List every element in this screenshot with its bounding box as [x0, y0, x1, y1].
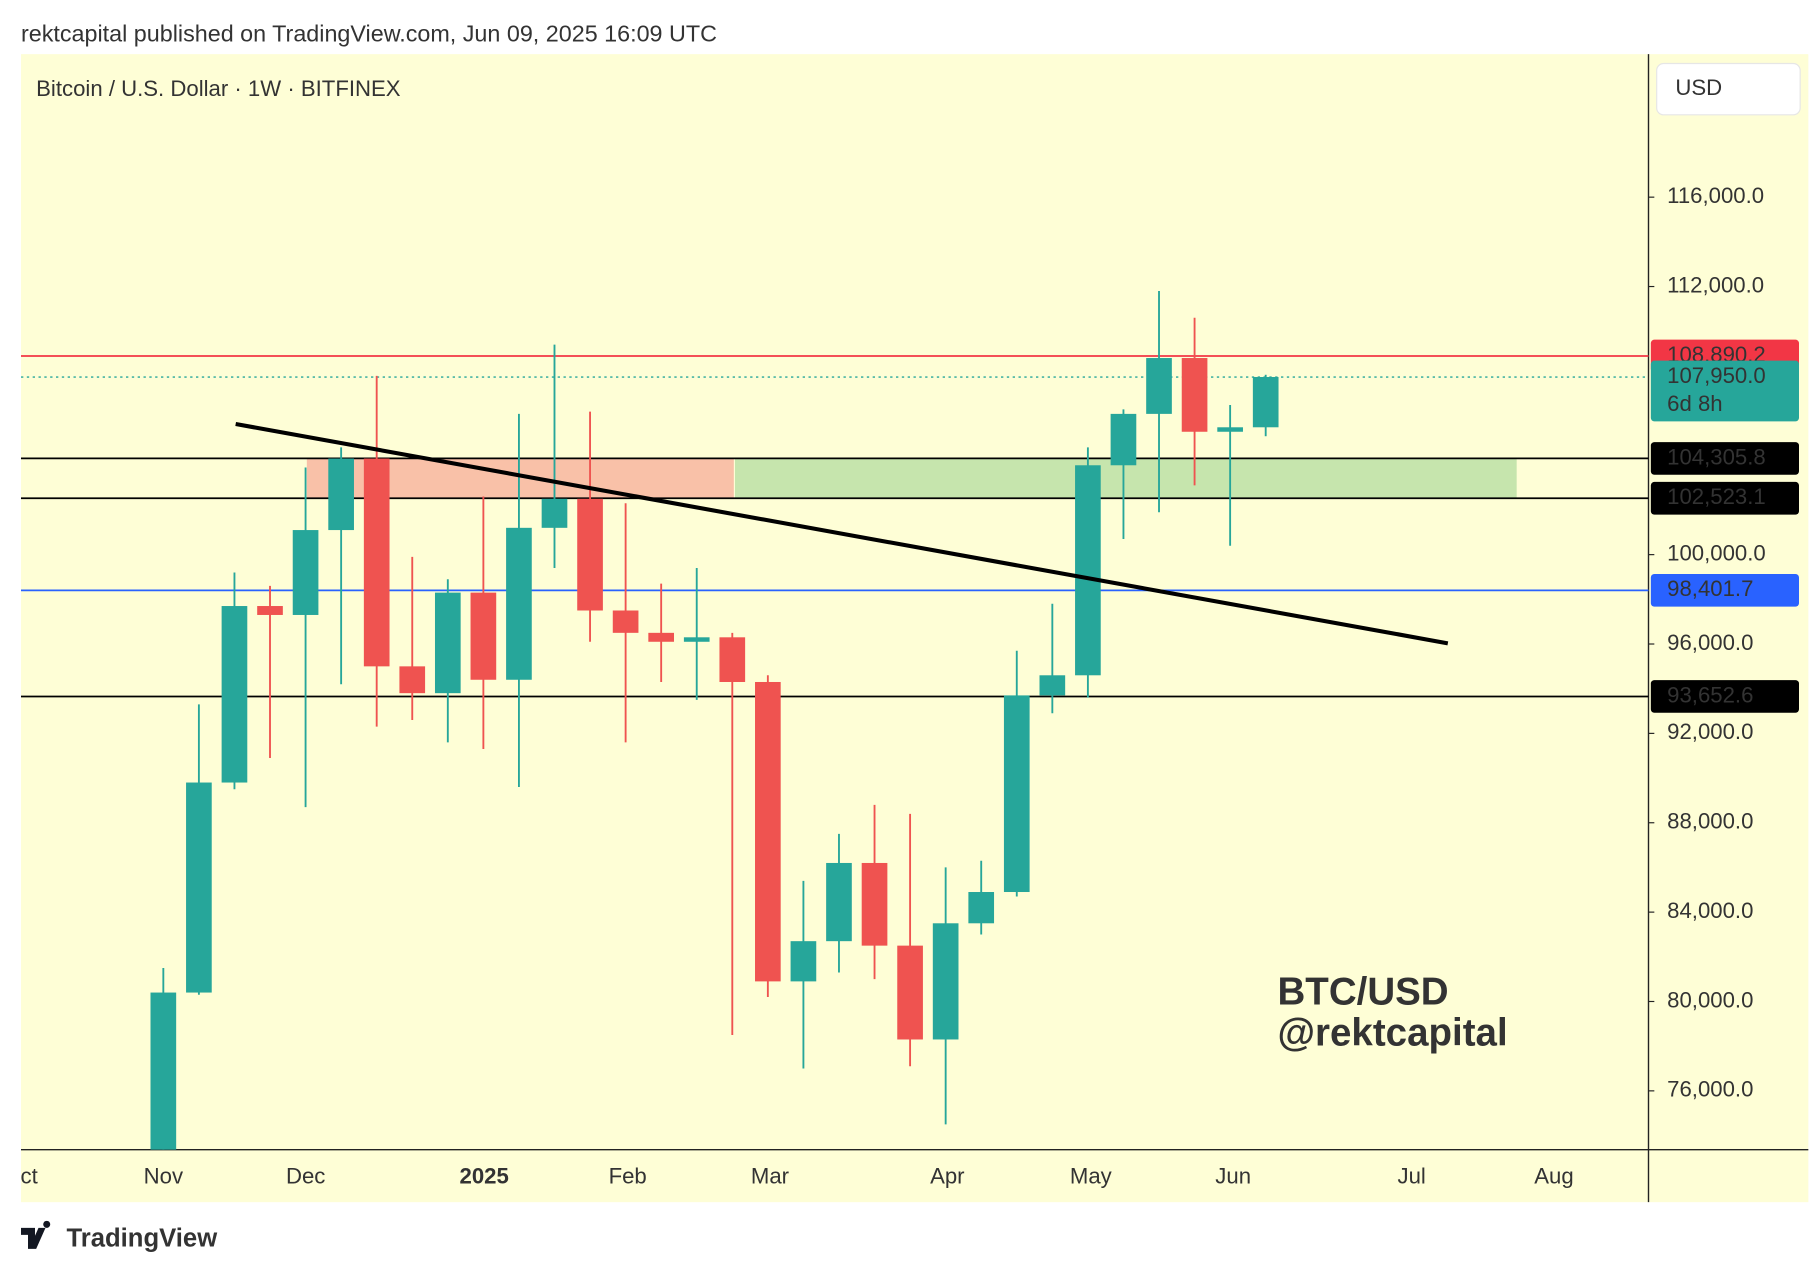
candle-body [612, 610, 639, 633]
y-tick-label: 88,000.0 [1667, 809, 1753, 834]
candle-body [541, 498, 568, 528]
candle-body [790, 941, 817, 982]
level-price-label: 98,401.7 [1667, 576, 1753, 601]
y-tick-label: 80,000.0 [1667, 987, 1753, 1012]
annotation: BTC/USD [1278, 971, 1449, 1014]
x-tick-label: May [1070, 1164, 1113, 1189]
level-price-box [1650, 442, 1799, 475]
candle-body [292, 530, 319, 615]
candle-body [506, 527, 532, 680]
candle-body [221, 606, 248, 783]
countdown-label: 6d 8h [1667, 391, 1722, 416]
y-tick-label: 84,000.0 [1667, 898, 1753, 923]
publish-header: rektcapital published on TradingView.com… [21, 21, 717, 47]
candle-body [399, 666, 426, 694]
y-tick-label: 100,000.0 [1667, 540, 1766, 565]
x-tick-label: Feb [609, 1164, 647, 1189]
candle-body [470, 592, 497, 680]
y-tick-label: 76,000.0 [1667, 1077, 1753, 1102]
level-price-box [1650, 680, 1799, 713]
candle-body [755, 681, 781, 982]
trend-line [235, 421, 1449, 646]
annotation: @rektcapital [1278, 1012, 1508, 1055]
candle-body [1110, 413, 1137, 466]
chart-title: Bitcoin / U.S. Dollar · 1W · BITFINEX [36, 76, 401, 101]
tradingview-logo [21, 1220, 51, 1249]
level-price-box [1650, 360, 1799, 422]
candle-body [861, 862, 888, 946]
x-tick-label: Jul [1398, 1164, 1426, 1189]
candle-body [932, 923, 959, 1040]
level-price-label: 107,950.0 [1667, 363, 1766, 388]
level-price-label: 93,652.6 [1667, 682, 1753, 707]
candle-body [1252, 377, 1279, 428]
currency-button[interactable] [1656, 62, 1801, 116]
candle-body [826, 862, 852, 942]
candle-body [1181, 358, 1208, 432]
candle-body [968, 892, 995, 924]
x-tick-label: Apr [930, 1164, 965, 1189]
y-tick-label: 92,000.0 [1667, 719, 1753, 744]
candle-body [186, 782, 212, 993]
level-price-box [1650, 481, 1799, 515]
x-tick-label: Dec [286, 1164, 325, 1189]
candle-body [1146, 358, 1172, 414]
footer-brand: TradingView [67, 1224, 218, 1252]
y-tick-label: 112,000.0 [1667, 272, 1764, 297]
candle-body [683, 637, 710, 642]
candle-body [897, 945, 923, 1040]
level-price-label: 102,523.1 [1667, 484, 1766, 509]
x-tick-label: 2025 [460, 1164, 509, 1189]
candle-body [150, 992, 177, 1150]
candle-body [328, 458, 354, 531]
x-tick-label: Mar [751, 1164, 790, 1189]
x-tick-label: Aug [1534, 1164, 1573, 1189]
candle-body [257, 606, 283, 615]
currency-label: USD [1675, 75, 1722, 100]
y-tick-label: 96,000.0 [1667, 630, 1753, 655]
level-price-box [1650, 574, 1799, 607]
candle-body [1075, 465, 1101, 676]
y-tick-label: 116,000.0 [1667, 183, 1764, 208]
candle-body [648, 632, 675, 642]
candle-body [363, 458, 390, 667]
candle-body [1003, 695, 1030, 893]
plot-area [21, 290, 1649, 1150]
x-tick-label: Nov [144, 1164, 183, 1189]
candle-body [577, 498, 603, 611]
level-price-label: 104,305.8 [1667, 444, 1766, 469]
candle-body [1217, 427, 1243, 432]
candle-body [434, 592, 461, 694]
candle-body [719, 637, 746, 682]
x-tick-label: ct [21, 1164, 38, 1189]
x-tick-label: Jun [1215, 1164, 1251, 1189]
candle-body [1039, 675, 1066, 696]
